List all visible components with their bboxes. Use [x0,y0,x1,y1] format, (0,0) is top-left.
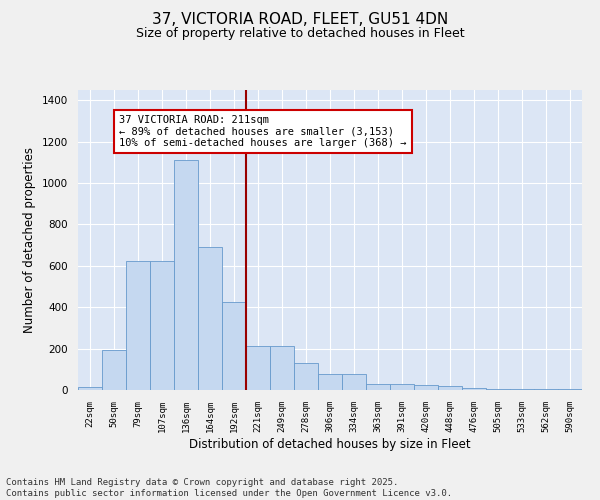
Bar [486,388,510,390]
Bar [390,384,414,390]
Bar [438,386,462,390]
Bar [198,247,222,390]
Bar [462,388,486,390]
Bar [102,350,126,390]
Text: Size of property relative to detached houses in Fleet: Size of property relative to detached ho… [136,28,464,40]
Bar [222,302,246,390]
X-axis label: Distribution of detached houses by size in Fleet: Distribution of detached houses by size … [189,438,471,450]
Bar [414,385,438,390]
Text: Contains HM Land Registry data © Crown copyright and database right 2025.
Contai: Contains HM Land Registry data © Crown c… [6,478,452,498]
Bar [270,346,294,390]
Bar [150,260,174,390]
Bar [126,260,150,390]
Bar [366,384,390,390]
Bar [246,346,270,390]
Bar [342,374,366,390]
Text: 37 VICTORIA ROAD: 211sqm
← 89% of detached houses are smaller (3,153)
10% of sem: 37 VICTORIA ROAD: 211sqm ← 89% of detach… [119,115,406,148]
Text: 37, VICTORIA ROAD, FLEET, GU51 4DN: 37, VICTORIA ROAD, FLEET, GU51 4DN [152,12,448,28]
Y-axis label: Number of detached properties: Number of detached properties [23,147,37,333]
Bar [294,363,318,390]
Bar [318,374,342,390]
Bar [78,387,102,390]
Bar [174,160,198,390]
